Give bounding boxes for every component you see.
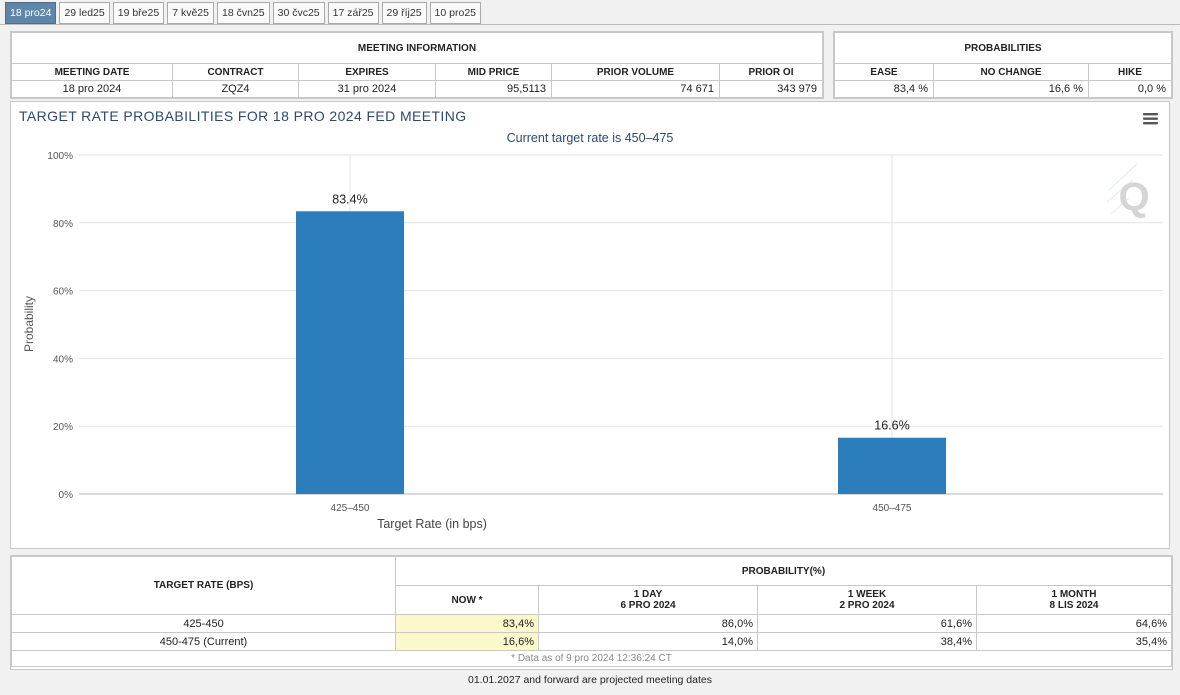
watermark-q-logo-icon: Q	[1106, 163, 1150, 219]
chart-title: TARGET RATE PROBABILITIES FOR 18 PRO 202…	[19, 108, 467, 124]
bar-1[interactable]	[296, 211, 404, 495]
week-450-475: 38,4%	[757, 632, 977, 651]
col-prior-volume: PRIOR VOLUME	[551, 63, 720, 81]
bar-2[interactable]	[838, 437, 946, 494]
rate-425-450: 425-450	[11, 614, 396, 633]
y-tick-label: 60%	[53, 287, 73, 298]
col-1-month: 1 MONTH 8 LIS 2024	[976, 585, 1172, 615]
y-tick-label: 100%	[47, 151, 73, 162]
col-1-day: 1 DAY 6 PRO 2024	[538, 585, 758, 615]
probabilities-table: PROBABILITIES EASE NO CHANGE HIKE 83,4 %…	[834, 32, 1172, 98]
prior-volume-value: 74 671	[551, 80, 720, 98]
tab-meeting-2[interactable]: 29 led25	[59, 2, 110, 24]
probabilities-title: PROBABILITIES	[834, 32, 1172, 64]
col-no-change: NO CHANGE	[933, 63, 1089, 81]
month-425-450: 64,6%	[976, 614, 1172, 633]
expires-value: 31 pro 2024	[298, 80, 436, 98]
x-tick-label: 450–475	[873, 503, 912, 514]
data-timestamp-footnote: * Data as of 9 pro 2024 12:36:24 CT	[11, 650, 1172, 667]
tab-meeting-3[interactable]: 19 bře25	[112, 2, 165, 24]
x-axis-ticks: 425–450 450–475	[331, 503, 912, 514]
tab-meeting-5[interactable]: 18 čvn25	[216, 2, 270, 24]
col-ease: EASE	[834, 63, 934, 81]
meeting-info-panel: MEETING INFORMATION MEETING DATE CONTRAC…	[10, 31, 824, 99]
now-425-450: 83,4%	[395, 614, 539, 633]
target-rate-chart: TARGET RATE PROBABILITIES FOR 18 PRO 202…	[19, 108, 1163, 531]
bar-data-label: 16.6%	[874, 419, 909, 433]
tab-meeting-7[interactable]: 17 zář25	[327, 2, 379, 24]
y-tick-label: 0%	[59, 490, 74, 501]
x-tick-label: 425–450	[331, 503, 370, 514]
now-450-475: 16,6%	[395, 632, 539, 651]
rate-450-475: 450-475 (Current)	[11, 632, 396, 651]
y-axis-label: Probability	[22, 296, 36, 352]
week-425-450: 61,6%	[757, 614, 977, 633]
probabilities-panel: PROBABILITIES EASE NO CHANGE HIKE 83,4 %…	[833, 31, 1173, 99]
col-hike: HIKE	[1088, 63, 1172, 81]
month-450-475: 35,4%	[976, 632, 1172, 651]
x-axis-label: Target Rate (in bps)	[377, 517, 487, 531]
col-contract: CONTRACT	[172, 63, 299, 81]
contract-value: ZQZ4	[172, 80, 299, 98]
day-425-450: 86,0%	[538, 614, 758, 633]
projected-dates-note: 01.01.2027 and forward are projected mee…	[468, 674, 712, 686]
col-1-week: 1 WEEK 2 PRO 2024	[757, 585, 977, 615]
col-meeting-date: MEETING DATE	[11, 63, 173, 81]
hamburger-menu-icon[interactable]	[1139, 110, 1161, 128]
y-tick-label: 20%	[53, 422, 73, 433]
meeting-tabs: 18 pro24 29 led25 19 bře25 7 kvě25 18 čv…	[5, 2, 484, 24]
target-rate-header: TARGET RATE (BPS)	[11, 556, 396, 615]
chart-bars: 83.4% 16.6%	[296, 192, 946, 495]
meeting-date-value: 18 pro 2024	[11, 80, 173, 98]
y-axis-ticks: 0% 20% 40% 60% 80% 100%	[47, 151, 73, 501]
prior-oi-value: 343 979	[719, 80, 823, 98]
tab-meeting-1[interactable]: 18 pro24	[5, 2, 57, 24]
y-tick-label: 80%	[53, 219, 73, 230]
no-change-value: 16,6 %	[933, 80, 1089, 98]
probability-history-panel: TARGET RATE (BPS) PROBABILITY(%) NOW * 1…	[10, 555, 1173, 670]
meeting-info-table: MEETING INFORMATION MEETING DATE CONTRAC…	[11, 32, 823, 98]
ease-value: 83,4 %	[834, 80, 934, 98]
day-450-475: 14,0%	[538, 632, 758, 651]
chart-subtitle: Current target rate is 450–475	[507, 131, 674, 145]
bar-data-label: 83.4%	[332, 192, 367, 206]
svg-text:Q: Q	[1118, 175, 1149, 219]
tab-meeting-4[interactable]: 7 kvě25	[167, 2, 214, 24]
col-prior-oi: PRIOR OI	[719, 63, 823, 81]
chart-panel: TARGET RATE PROBABILITIES FOR 18 PRO 202…	[10, 101, 1170, 549]
tab-divider	[0, 24, 1180, 25]
col-mid-price: MID PRICE	[435, 63, 552, 81]
table-row: 425-450 83,4% 86,0% 61,6% 64,6%	[11, 614, 1172, 633]
col-now: NOW *	[395, 585, 539, 615]
tab-meeting-8[interactable]: 29 říj25	[381, 2, 427, 24]
tab-meeting-9[interactable]: 10 pro25	[429, 2, 481, 24]
col-expires: EXPIRES	[298, 63, 436, 81]
tab-meeting-6[interactable]: 30 čvc25	[272, 2, 325, 24]
probability-history-table: TARGET RATE (BPS) PROBABILITY(%) NOW * 1…	[11, 556, 1172, 667]
hike-value: 0,0 %	[1088, 80, 1172, 98]
meeting-info-title: MEETING INFORMATION	[11, 32, 823, 64]
mid-price-value: 95,5113	[435, 80, 552, 98]
chart-gridlines	[79, 154, 1163, 495]
probability-header: PROBABILITY(%)	[395, 556, 1172, 586]
table-row: 450-475 (Current) 16,6% 14,0% 38,4% 35,4…	[11, 632, 1172, 651]
y-tick-label: 40%	[53, 354, 73, 365]
